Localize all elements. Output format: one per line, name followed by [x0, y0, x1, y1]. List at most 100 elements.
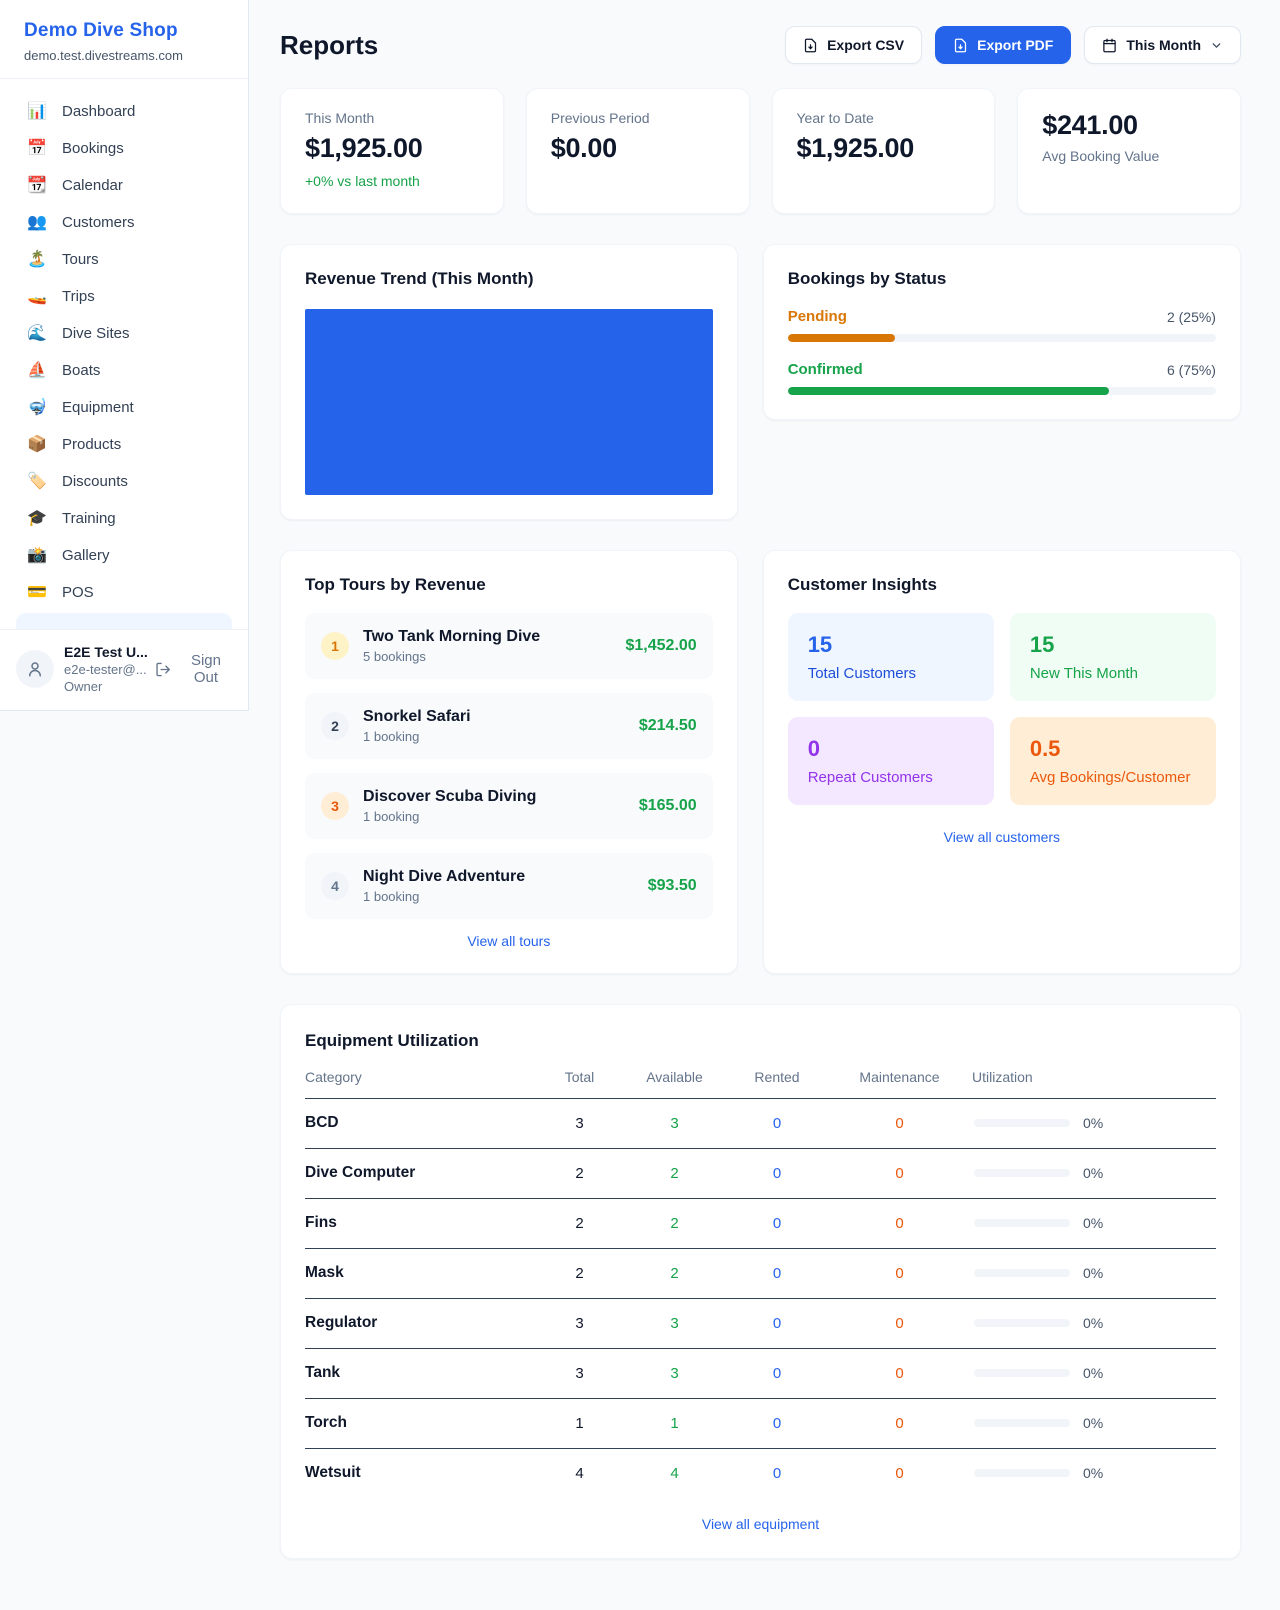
brand: Demo Dive Shop demo.test.divestreams.com — [0, 0, 248, 79]
stat-value: $1,925.00 — [305, 133, 423, 163]
products-icon: 📦 — [27, 435, 47, 453]
equipment-utilization-card: Equipment Utilization Category Total Ava… — [280, 1004, 1241, 1559]
stat-label: Previous Period — [550, 110, 650, 126]
period-dropdown[interactable]: This Month — [1084, 26, 1241, 64]
sidebar-item-bookings[interactable]: 📅 Bookings — [12, 130, 236, 167]
sidebar-nav: 📊 Dashboard 📅 Bookings 📆 Calendar 👥 Cust… — [0, 79, 248, 629]
stat-label: Year to Date — [796, 110, 874, 126]
cell-utilization: 0% — [972, 1415, 1216, 1431]
sidebar-item-dive-sites[interactable]: 🌊 Dive Sites — [12, 315, 236, 352]
utilization-percent: 0% — [1083, 1165, 1104, 1181]
stats-row: This Month $1,925.00 +0% vs last month P… — [280, 88, 1241, 214]
sidebar-item-active-partial[interactable] — [16, 613, 232, 629]
sidebar-item-training[interactable]: 🎓 Training — [12, 500, 236, 537]
user-footer: E2E Test U... e2e-tester@... Owner Sign … — [0, 629, 248, 710]
trips-icon: 🚤 — [27, 287, 47, 305]
export-csv-button[interactable]: Export CSV — [785, 26, 923, 64]
progress-track — [787, 334, 1216, 342]
equipment-table-header: Category Total Available Rented Maintena… — [305, 1069, 1216, 1099]
customer-insights-card: Customer Insights 15 Total Customers 15 … — [762, 550, 1241, 974]
cell-utilization: 0% — [972, 1365, 1216, 1381]
status-row-pending: Pending 2 (25%) — [787, 308, 1216, 342]
sidebar-item-label: Dive Sites — [62, 325, 130, 342]
export-pdf-button[interactable]: Export PDF — [935, 26, 1072, 64]
table-row: Torch 1 1 0 0 0% — [305, 1399, 1216, 1449]
tile-value: 15 — [807, 632, 833, 657]
tile-new-this-month: 15 New This Month — [1009, 613, 1216, 701]
sidebar-item-discounts[interactable]: 🏷️ Discounts — [12, 463, 236, 500]
sidebar-item-label: Calendar — [62, 177, 123, 194]
sidebar-item-customers[interactable]: 👥 Customers — [12, 204, 236, 241]
cell-maintenance: 0 — [895, 1214, 904, 1232]
cell-total: 2 — [575, 1264, 584, 1282]
tour-bookings: 1 booking — [363, 729, 420, 744]
cell-category: Torch — [305, 1414, 347, 1431]
utilization-track — [974, 1119, 1070, 1127]
gallery-icon: 📸 — [27, 546, 47, 564]
training-icon: 🎓 — [27, 509, 47, 527]
cell-maintenance: 0 — [895, 1464, 904, 1482]
cell-utilization: 0% — [972, 1115, 1216, 1131]
page-title: Reports — [280, 29, 379, 60]
user-email: e2e-tester@... — [64, 662, 147, 677]
utilization-percent: 0% — [1083, 1315, 1104, 1331]
cell-category: Wetsuit — [305, 1464, 361, 1481]
cell-rented: 0 — [772, 1364, 782, 1382]
sidebar-item-equipment[interactable]: 🤿 Equipment — [12, 389, 236, 426]
cell-available: 3 — [670, 1314, 679, 1332]
utilization-track — [974, 1469, 1070, 1477]
sidebar-item-label: Gallery — [62, 547, 110, 564]
table-row: Dive Computer 2 2 0 0 0% — [305, 1149, 1216, 1199]
sidebar-item-pos[interactable]: 💳 POS — [12, 574, 236, 611]
utilization-percent: 0% — [1083, 1365, 1104, 1381]
export-csv-label: Export CSV — [827, 37, 905, 53]
cell-rented: 0 — [772, 1214, 782, 1232]
sidebar-item-calendar[interactable]: 📆 Calendar — [12, 167, 236, 204]
rank-badge: 2 — [321, 712, 349, 740]
user-info: E2E Test U... e2e-tester@... Owner — [64, 644, 148, 694]
sidebar-item-products[interactable]: 📦 Products — [12, 426, 236, 463]
header-actions: Export CSV Export PDF This Month — [785, 26, 1241, 64]
tour-list: 1 Two Tank Morning Dive 5 bookings $1,45… — [305, 613, 713, 919]
tile-repeat-customers: 0 Repeat Customers — [787, 717, 994, 805]
table-row: Mask 2 2 0 0 0% — [305, 1249, 1216, 1299]
table-row: Regulator 3 3 0 0 0% — [305, 1299, 1216, 1349]
cell-total: 1 — [575, 1414, 584, 1432]
sidebar-item-label: Dashboard — [62, 103, 136, 120]
sidebar-item-tours[interactable]: 🏝️ Tours — [12, 241, 236, 278]
cell-total: 3 — [575, 1314, 584, 1332]
period-label: This Month — [1126, 37, 1201, 53]
sign-out-button[interactable]: Sign Out — [155, 652, 234, 686]
cell-maintenance: 0 — [895, 1314, 904, 1332]
tour-row: 3 Discover Scuba Diving 1 booking $165.0… — [305, 773, 713, 839]
person-icon — [29, 662, 41, 677]
cell-available: 1 — [670, 1414, 679, 1432]
stat-value: $241.00 — [1042, 110, 1138, 140]
stat-card-avg-booking-value: $241.00 Avg Booking Value — [1017, 88, 1241, 214]
view-all-equipment-link[interactable]: View all equipment — [701, 1516, 820, 1532]
sidebar-item-dashboard[interactable]: 📊 Dashboard — [12, 93, 236, 130]
utilization-track — [974, 1219, 1070, 1227]
view-all-customers-link[interactable]: View all customers — [943, 829, 1061, 845]
cell-total: 3 — [575, 1364, 584, 1382]
sidebar-item-label: Boats — [62, 362, 101, 379]
utilization-percent: 0% — [1083, 1115, 1104, 1131]
sidebar-item-trips[interactable]: 🚤 Trips — [12, 278, 236, 315]
equipment-utilization-title: Equipment Utilization — [305, 1031, 479, 1050]
file-download-icon — [954, 38, 967, 52]
sidebar-item-label: Discounts — [62, 473, 128, 490]
view-all-tours-link[interactable]: View all tours — [467, 933, 551, 949]
cell-utilization: 0% — [972, 1215, 1216, 1231]
cell-maintenance: 0 — [895, 1114, 904, 1132]
sidebar-item-boats[interactable]: ⛵ Boats — [12, 352, 236, 389]
column-header-utilization: Utilization — [972, 1069, 1033, 1085]
sidebar-item-gallery[interactable]: 📸 Gallery — [12, 537, 236, 574]
bookings-by-status-title: Bookings by Status — [787, 269, 947, 288]
revenue-trend-title: Revenue Trend (This Month) — [305, 269, 534, 288]
tour-row: 1 Two Tank Morning Dive 5 bookings $1,45… — [305, 613, 713, 679]
stat-delta: +0% vs last month — [305, 173, 420, 189]
tour-row: 4 Night Dive Adventure 1 booking $93.50 — [305, 853, 713, 919]
column-header-maintenance: Maintenance — [859, 1069, 940, 1085]
tour-revenue: $1,452.00 — [625, 637, 697, 654]
brand-name: Demo Dive Shop — [24, 20, 178, 41]
